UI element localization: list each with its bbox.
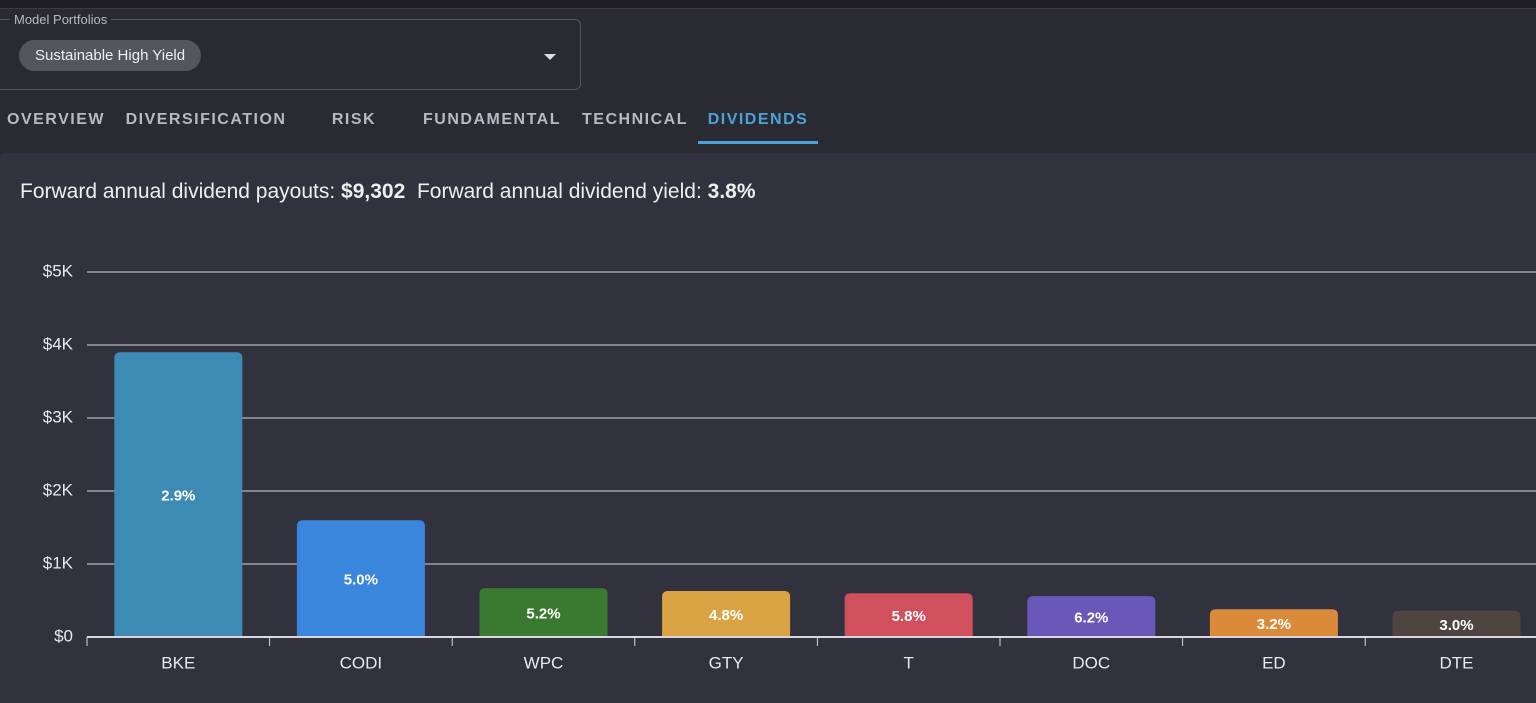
tab[interactable]: OVERVIEW bbox=[7, 111, 105, 128]
tab[interactable]: RISK bbox=[331, 111, 377, 128]
x-tick-label: DOC bbox=[1072, 653, 1110, 672]
y-tick-label: $2K bbox=[43, 480, 74, 499]
payouts-label: Forward annual dividend payouts: bbox=[20, 180, 336, 203]
x-tick-label: DTE bbox=[1440, 653, 1474, 672]
yield-label: Forward annual dividend yield: bbox=[416, 180, 702, 203]
bar-label: 6.2% bbox=[1074, 610, 1108, 627]
bar-label: 5.0% bbox=[344, 572, 378, 589]
y-tick-label: $4K bbox=[43, 334, 74, 353]
y-tick-label: $1K bbox=[43, 553, 74, 572]
bar bbox=[662, 591, 791, 637]
x-tick-label: T bbox=[904, 653, 914, 672]
x-tick-label: CODI bbox=[340, 653, 383, 672]
bar bbox=[1209, 609, 1338, 637]
x-tick-label: ED bbox=[1262, 653, 1286, 672]
select-caret[interactable] bbox=[544, 54, 556, 60]
chart: $0 $1K $2K $3K $4K $5K 2.9% BKE 5.0% CODI 5.2% WPC 4… bbox=[43, 261, 1536, 672]
top-bar bbox=[0, 0, 1536, 9]
bar-label: 2.9% bbox=[161, 488, 195, 505]
y-tick-label: $5K bbox=[43, 261, 74, 280]
portfolio-select[interactable]: Model Portfolios Sustainable High Yield bbox=[0, 12, 581, 90]
bar-label: 4.8% bbox=[709, 607, 743, 624]
yield-value: 3.8% bbox=[707, 180, 756, 203]
select-chip[interactable]: Sustainable High Yield bbox=[19, 40, 202, 71]
bar-label: 3.2% bbox=[1257, 616, 1291, 633]
tab[interactable]: FUNDAMENTAL bbox=[423, 111, 561, 128]
y-tick-label: $0 bbox=[54, 626, 73, 645]
tab[interactable]: TECHNICAL bbox=[582, 111, 688, 128]
summary: Forward annual dividend payouts: $9,302 … bbox=[20, 180, 756, 204]
x-tick-label: GTY bbox=[709, 653, 744, 672]
bar-label: 5.2% bbox=[526, 606, 560, 623]
tab[interactable]: DIVERSIFICATION bbox=[125, 111, 287, 128]
bar bbox=[1027, 596, 1156, 637]
tab[interactable]: DIVIDENDS bbox=[698, 100, 818, 144]
bar bbox=[1392, 610, 1521, 637]
select-label: Model Portfolios bbox=[10, 12, 112, 27]
payouts-value: $9,302 bbox=[341, 180, 406, 203]
bar-label: 5.8% bbox=[892, 608, 926, 625]
x-tick-label: WPC bbox=[524, 653, 564, 672]
y-tick-label: $3K bbox=[43, 407, 74, 426]
bar bbox=[114, 352, 243, 637]
bar-label: 3.0% bbox=[1439, 617, 1473, 634]
dividends-panel: Forward annual dividend payouts: $9,302 … bbox=[0, 153, 1536, 703]
x-tick-label: BKE bbox=[161, 653, 195, 672]
tab-bar: OVERVIEW DIVERSIFICATION RISK FUNDAMENTAL TE… bbox=[0, 100, 1536, 144]
bar bbox=[296, 520, 425, 637]
bar bbox=[844, 593, 973, 637]
bar bbox=[479, 588, 608, 637]
